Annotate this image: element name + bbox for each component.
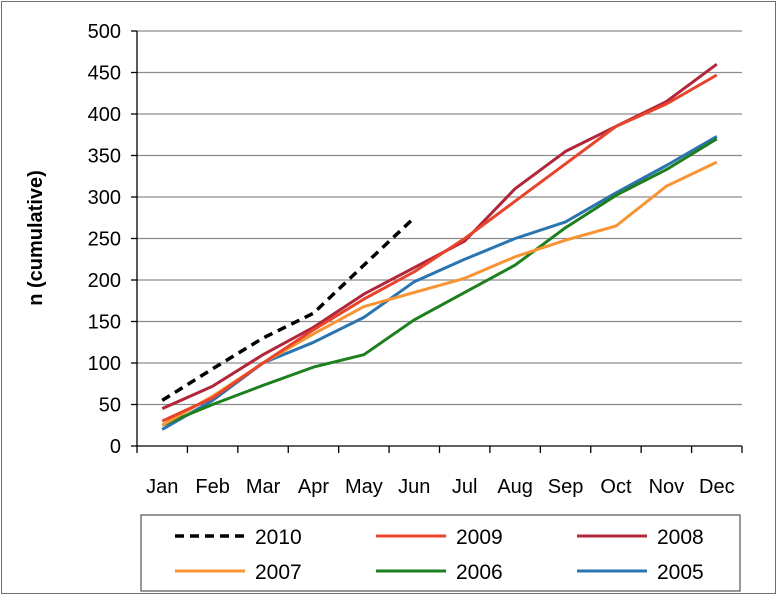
legend-label-2005: 2005 <box>657 561 704 584</box>
y-tick-label: 100 <box>88 353 121 375</box>
legend-label-2010: 2010 <box>255 526 302 549</box>
x-tick-label: Mar <box>246 476 281 498</box>
y-tick-labels: 0 50 100 150 200 250 300 350 400 450 500 <box>88 21 121 458</box>
x-tick-label: Feb <box>195 476 229 498</box>
y-axis-label: n (cumulative) <box>25 170 47 306</box>
x-tick-label: Sep <box>548 476 584 498</box>
legend-box <box>140 514 741 592</box>
y-tick-label: 400 <box>88 104 121 126</box>
x-tick-label: Apr <box>298 476 329 498</box>
x-tick-label: Dec <box>699 476 735 498</box>
x-tick-label: Jun <box>398 476 430 498</box>
series-line-2009 <box>161 73 718 423</box>
series-line-2007 <box>161 160 718 427</box>
series-line-2006 <box>161 137 718 427</box>
y-tick-label: 200 <box>88 270 121 292</box>
legend-label-2009: 2009 <box>456 526 503 549</box>
y-tick-label: 50 <box>99 395 121 417</box>
x-tick-label: Nov <box>649 476 685 498</box>
legend-label-2008: 2008 <box>657 526 704 549</box>
y-tick-label: 0 <box>110 436 121 458</box>
y-tick-label: 300 <box>88 187 121 209</box>
y-tick-label: 500 <box>88 21 121 43</box>
x-tick-label: Aug <box>497 476 533 498</box>
series-line-2010 <box>161 216 416 402</box>
x-tick-label: May <box>345 476 383 498</box>
series-line-2008 <box>161 62 718 410</box>
y-tick-label: 250 <box>88 229 121 251</box>
x-tick-label: Jul <box>452 476 478 498</box>
series-line-2005 <box>161 135 718 431</box>
y-tick-label: 150 <box>88 312 121 334</box>
legend-label-2007: 2007 <box>255 561 302 584</box>
y-tick-label: 450 <box>88 63 121 85</box>
series-lines <box>161 62 718 431</box>
x-tick-label: Oct <box>600 476 632 498</box>
legend-label-2006: 2006 <box>456 561 503 584</box>
axes <box>131 30 743 453</box>
gridlines <box>137 30 742 406</box>
y-tick-label: 350 <box>88 146 121 168</box>
legend: 2010 2009 2008 2007 2006 2005 <box>140 514 741 592</box>
x-tick-label: Jan <box>146 476 178 498</box>
x-tick-labels: Jan Feb Mar Apr May Jun Jul Aug Sep Oct Nov Dec <box>146 476 734 498</box>
